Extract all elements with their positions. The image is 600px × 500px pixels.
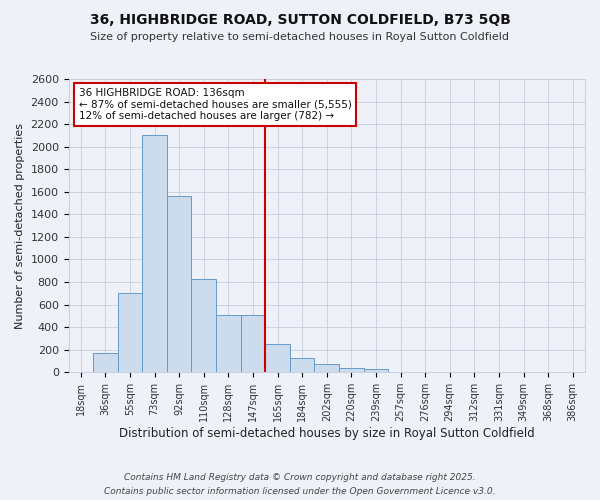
X-axis label: Distribution of semi-detached houses by size in Royal Sutton Coldfield: Distribution of semi-detached houses by … [119,427,535,440]
Bar [241,314,265,372]
Bar [191,278,216,372]
Bar [364,370,388,372]
Text: Contains HM Land Registry data © Crown copyright and database right 2025.: Contains HM Land Registry data © Crown c… [124,472,476,482]
Bar [167,196,191,372]
Bar [265,344,290,372]
Text: 36, HIGHBRIDGE ROAD, SUTTON COLDFIELD, B73 5QB: 36, HIGHBRIDGE ROAD, SUTTON COLDFIELD, B… [89,12,511,26]
Bar [93,353,118,372]
Text: Contains public sector information licensed under the Open Government Licence v3: Contains public sector information licen… [104,488,496,496]
Text: 36 HIGHBRIDGE ROAD: 136sqm
← 87% of semi-detached houses are smaller (5,555)
12%: 36 HIGHBRIDGE ROAD: 136sqm ← 87% of semi… [79,88,352,121]
Y-axis label: Number of semi-detached properties: Number of semi-detached properties [15,122,25,328]
Bar [290,358,314,372]
Bar [314,364,339,372]
Text: Size of property relative to semi-detached houses in Royal Sutton Coldfield: Size of property relative to semi-detach… [91,32,509,42]
Bar [216,314,241,372]
Bar [142,136,167,372]
Bar [339,368,364,372]
Bar [118,294,142,372]
